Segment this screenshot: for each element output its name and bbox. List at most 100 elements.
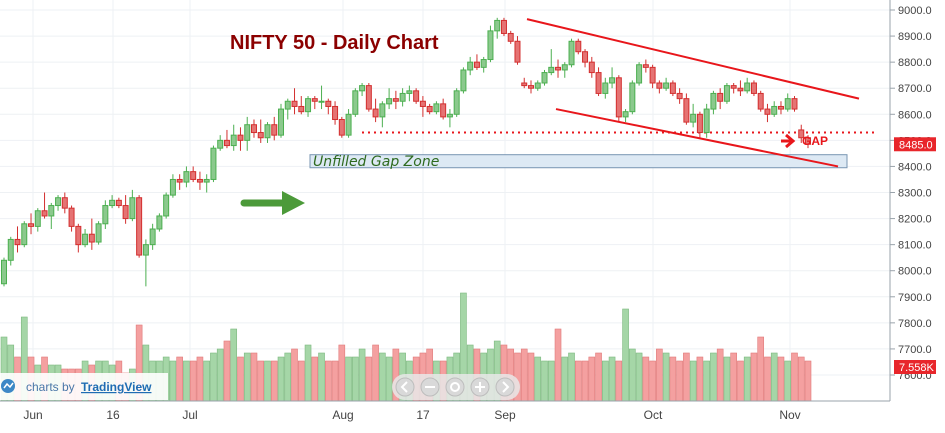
candle [190,166,197,183]
reset-icon[interactable] [445,377,465,397]
volume-bar [210,352,217,402]
volume-bar [270,360,278,402]
time-tick-label: Sep [494,408,516,422]
candle [771,101,778,117]
candle [642,59,649,73]
candle [176,174,183,190]
branding-prefix: charts by [26,380,75,394]
volume-bar [527,352,535,402]
price-tick-label: 8300.0 [898,188,932,200]
candle [419,96,426,117]
volume-bar [257,360,265,402]
candle [696,111,703,138]
candle [237,127,244,151]
candle [75,223,82,253]
volume-bar [385,356,393,402]
candle [656,80,663,94]
candle [386,88,393,110]
candle [750,80,757,97]
volume-bar [284,352,292,402]
candle [21,221,28,248]
candle [730,83,737,94]
candle [744,77,751,94]
volume-bar [696,356,704,402]
candle [602,77,609,99]
volume-badge: 7.558K [894,360,936,374]
navigation-controls [392,374,520,400]
channel-lower-line [555,108,839,168]
candle [406,85,413,102]
candles [1,17,811,287]
volume-bar [595,352,602,402]
candle [250,119,257,138]
candle [710,90,717,115]
volume-bar [338,344,346,402]
candle [548,49,555,76]
candle [622,109,629,123]
channel-upper-line [526,18,860,100]
candle [217,135,224,151]
candle [163,192,170,219]
time-tick-label: 17 [416,408,430,422]
volume-bar [216,348,224,402]
candle [609,67,616,89]
candle [223,129,230,149]
candle [88,218,95,250]
candle [723,83,730,104]
price-tick-label: 7700.0 [898,344,932,356]
volume-bar [703,360,710,402]
candle [257,119,264,143]
branding[interactable]: charts by TradingView [0,373,168,400]
branding-link[interactable]: TradingView [81,380,152,394]
candle [136,195,143,258]
volume-bar [189,360,197,402]
volume-bar [568,352,575,402]
candle [413,88,420,104]
volume-bar [264,360,271,402]
tradingview-logo-icon [1,379,15,393]
time-tick-label: Jun [23,408,42,422]
candle [271,116,278,141]
zoom-out-icon[interactable] [420,377,440,397]
gap-arrow-icon [781,133,796,149]
candle [453,88,460,117]
candle [278,103,285,138]
volume-bar [602,360,609,402]
candle [446,109,453,128]
time-tick-label: Aug [332,408,353,422]
candle [440,98,447,120]
candle [575,38,582,55]
volume-bar [297,360,305,402]
candle [791,96,798,112]
volume-bar [196,356,204,402]
candle [676,88,683,104]
volume-label: 7.558K [899,362,935,374]
candle [582,49,589,68]
candle [230,124,237,151]
candle [555,59,562,78]
volume-bar [203,360,210,402]
candle [507,30,514,44]
volume-bar [581,360,589,402]
volume-bar [757,336,765,402]
volume-bar [304,344,312,402]
candle [534,80,541,91]
scroll-left-icon[interactable] [395,377,415,397]
candle [352,88,359,117]
volume-bar [547,360,555,402]
zoom-in-icon[interactable] [470,377,490,397]
volume-bar [534,356,542,402]
time-axis: Jun 16 Jul Aug 17 Sep Oct Nov [23,408,800,422]
volume-bar [710,352,717,402]
candle [663,77,670,91]
gap-label: GAP [802,134,828,148]
volume-bar [743,356,751,402]
scroll-right-icon[interactable] [495,377,515,397]
volume-bar [804,360,812,402]
candle [41,192,48,219]
candle [521,77,528,89]
candle [95,221,102,245]
candle [683,93,690,125]
candle [365,83,372,112]
candle [284,98,291,120]
